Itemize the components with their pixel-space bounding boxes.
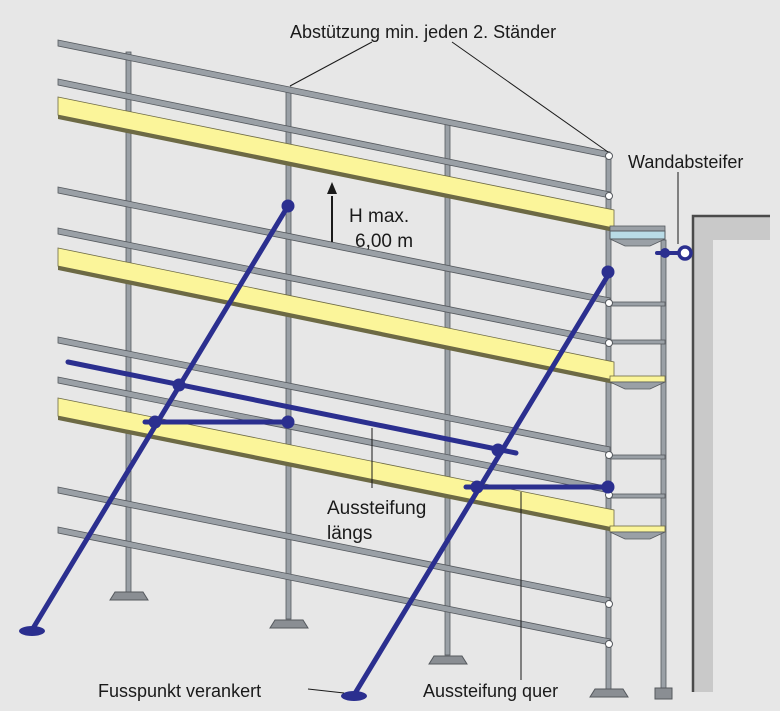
wall-section [693,216,770,692]
coupler [605,451,613,459]
deck-edge [58,115,614,232]
base-plate [654,687,673,700]
base-plate [269,619,309,629]
coupler [605,600,613,608]
label-transverse-bracing: Aussteifung quer [423,681,558,701]
anchor-foot [341,691,367,701]
base-plate [589,688,629,698]
standard-tube [660,239,667,689]
label-base-anchored: Fusspunkt verankert [98,681,261,701]
wall-tie-coupler [660,248,670,258]
side-frame [609,225,666,540]
transom-brace [609,381,666,390]
coupler [605,339,613,347]
transom [609,339,666,345]
bracket-deck [609,230,666,240]
brace-coupler [172,378,186,392]
transom [609,225,666,232]
wall-tie [655,245,693,261]
standard-tube [444,119,451,656]
base-plate [109,591,149,601]
transom-brace [609,238,666,247]
brace-coupler [281,199,295,213]
scaffold-standards [109,51,673,700]
label-wall-tie: Wandabsteifer [628,152,743,172]
anchor-foot [19,626,45,636]
side-deck [609,525,666,533]
transom [609,493,666,499]
brace-coupler [601,480,615,494]
transom [609,301,666,307]
leader-line [307,688,345,694]
brace-coupler [470,480,484,494]
side-deck [609,375,666,383]
coupler [605,192,613,200]
labels: Abstützung min. jeden 2. Ständer Wandabs… [98,22,743,701]
longitudinal-brace [65,359,519,456]
coupler [605,299,613,307]
label-longitudinal-bracing-suffix: längs [327,523,372,544]
label-height-value: 6,00 m [355,231,413,252]
scaffold-ledgers [57,39,611,646]
bracing [19,199,615,701]
couplers [605,152,613,648]
height-arrow-head [327,182,337,194]
height-indicator [327,182,337,242]
brace-coupler [281,415,295,429]
standard-1 [109,51,149,601]
coupler [605,640,613,648]
label-support-every-second-standard: Abstützung min. jeden 2. Ständer [290,22,556,42]
deck-edge [58,416,614,532]
building-wall [691,214,770,692]
brace-coupler [601,265,615,279]
leader-lines [289,41,679,694]
leader-line [289,41,373,87]
label-height-max: H max. [349,206,409,227]
wall-outline [691,214,770,692]
coupler [605,152,613,160]
leader-line [451,41,609,153]
base-plate [428,655,468,665]
brace-coupler [148,415,162,429]
wall-tie-anchor [677,245,693,261]
transom-brace [609,531,666,540]
deck-edge [58,266,614,384]
transom [609,454,666,460]
label-longitudinal-bracing: Aussteifung [327,498,426,519]
brace-coupler [491,443,505,457]
